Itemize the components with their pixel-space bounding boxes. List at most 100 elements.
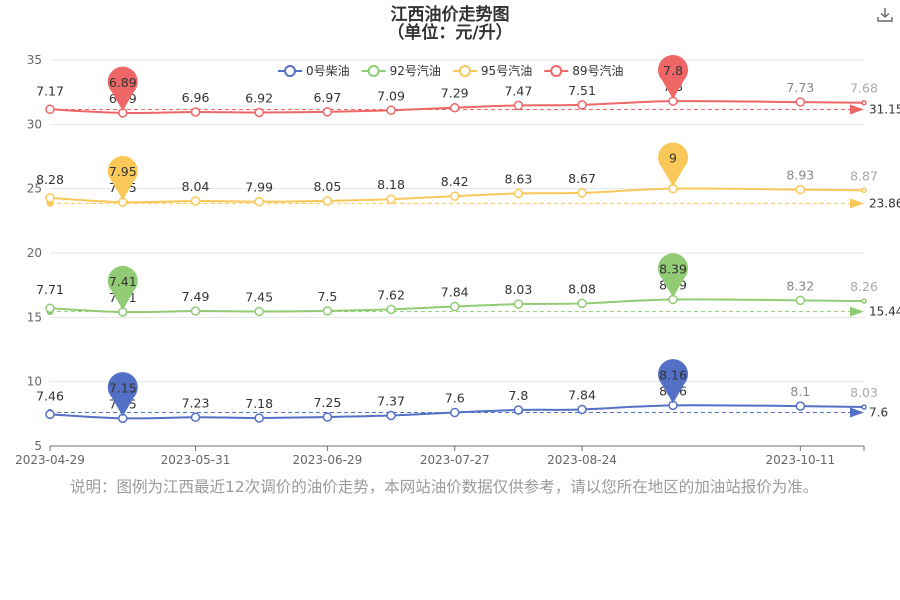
data-point xyxy=(513,100,524,111)
average-arrow xyxy=(850,198,864,209)
data-label: 6.96 xyxy=(182,90,210,105)
data-point xyxy=(254,413,264,423)
data-point xyxy=(449,407,460,418)
data-point xyxy=(795,401,806,411)
average-arrow xyxy=(850,306,864,317)
legend: 0号柴油 92号汽油 95号汽油 89号汽油 xyxy=(278,63,623,78)
average-label: 15.44 xyxy=(869,305,900,319)
data-point xyxy=(449,301,460,312)
data-point xyxy=(386,304,396,315)
average-arrow xyxy=(850,407,864,418)
series-lines xyxy=(45,96,867,424)
x-tick-label: 2023-05-31 xyxy=(161,453,231,467)
legend-symbol xyxy=(284,65,296,77)
min-marker xyxy=(107,66,138,111)
data-label: 6.92 xyxy=(245,90,273,105)
average-label: 23.86 xyxy=(869,196,900,210)
data-point xyxy=(861,99,867,106)
data-point xyxy=(577,100,587,110)
series-line xyxy=(49,404,865,420)
data-point xyxy=(386,410,396,421)
data-label: 7.17 xyxy=(36,83,64,98)
data-label: 7.84 xyxy=(568,387,596,402)
x-tick-label: 2023-07-27 xyxy=(420,453,490,467)
data-point xyxy=(322,196,333,206)
data-label: 7.71 xyxy=(36,282,64,297)
min-marker-label: 7.95 xyxy=(109,164,137,179)
data-point xyxy=(322,107,333,117)
data-point xyxy=(861,404,867,410)
chart-subtitle: （单位：元/升） xyxy=(387,22,512,43)
data-label: 7.25 xyxy=(313,395,341,410)
data-label: 7.23 xyxy=(182,395,210,410)
data-label: 7.99 xyxy=(245,180,273,195)
legend-symbol xyxy=(550,65,563,77)
data-label: 7.6 xyxy=(445,391,465,406)
data-point xyxy=(861,298,867,304)
data-label: 7.18 xyxy=(245,396,273,411)
data-point xyxy=(254,306,264,317)
average-lines: 7.6 15.44 23.86 31.15 xyxy=(46,103,900,420)
data-label: 8.26 xyxy=(850,279,878,294)
data-point xyxy=(386,105,396,116)
average-label: 7.6 xyxy=(869,406,888,420)
data-label: 7.51 xyxy=(568,83,596,98)
data-label: 8.1 xyxy=(790,384,810,399)
data-point xyxy=(577,404,587,415)
data-point xyxy=(190,412,201,423)
legend-label: 89号汽油 xyxy=(572,63,623,78)
data-point xyxy=(513,188,524,199)
data-label: 7.46 xyxy=(36,388,64,403)
min-marker xyxy=(107,372,138,417)
data-point xyxy=(45,193,55,203)
y-tick-label: 25 xyxy=(27,182,42,196)
max-marker-label: 9 xyxy=(669,151,677,166)
data-label: 8.18 xyxy=(377,177,405,192)
download-icon[interactable] xyxy=(876,6,894,24)
data-label: 7.62 xyxy=(377,287,405,302)
data-label: 7.84 xyxy=(441,285,469,300)
max-marker xyxy=(658,359,689,404)
data-point xyxy=(45,303,55,313)
data-point xyxy=(861,187,867,194)
series-line xyxy=(49,187,865,204)
data-label: 7.09 xyxy=(377,88,405,103)
data-label: 8.87 xyxy=(850,168,878,183)
legend-item[interactable]: 95号汽油 xyxy=(452,63,532,78)
data-label: 8.03 xyxy=(504,282,532,297)
data-point xyxy=(45,409,55,420)
data-label: 7.29 xyxy=(441,86,469,101)
data-label: 7.5 xyxy=(317,289,337,304)
legend-item[interactable]: 0号柴油 xyxy=(278,64,350,78)
data-point xyxy=(513,299,524,309)
y-tick-label: 15 xyxy=(27,310,42,324)
legend-item[interactable]: 89号汽油 xyxy=(544,63,623,78)
data-point xyxy=(45,104,55,115)
data-point xyxy=(322,412,333,422)
x-tick-label: 2023-06-29 xyxy=(293,453,363,467)
data-point xyxy=(577,298,587,309)
chart-title: 江西油价走势图 xyxy=(391,4,510,25)
min-marker-label: 7.41 xyxy=(109,274,137,289)
series-line xyxy=(49,298,865,314)
x-tick-label: 2023-10-11 xyxy=(765,453,835,467)
y-tick-label: 30 xyxy=(27,117,42,131)
data-point xyxy=(449,191,460,201)
series-line xyxy=(49,100,865,114)
data-label: 8.05 xyxy=(313,179,341,194)
max-marker-label: 8.16 xyxy=(659,367,687,382)
data-label: 8.67 xyxy=(568,171,596,186)
data-point xyxy=(190,107,201,117)
data-label: 8.04 xyxy=(182,179,210,194)
y-tick-label: 5 xyxy=(34,439,42,453)
data-label: 7.68 xyxy=(850,81,878,96)
x-tick-label: 2023-04-29 xyxy=(15,453,85,467)
legend-item[interactable]: 92号汽油 xyxy=(361,63,441,78)
data-point xyxy=(513,405,524,415)
max-marker-label: 7.8 xyxy=(663,63,683,78)
legend-symbol xyxy=(367,65,380,77)
data-label: 7.8 xyxy=(508,388,528,403)
data-point xyxy=(190,306,201,316)
data-label: 8.28 xyxy=(36,172,64,187)
